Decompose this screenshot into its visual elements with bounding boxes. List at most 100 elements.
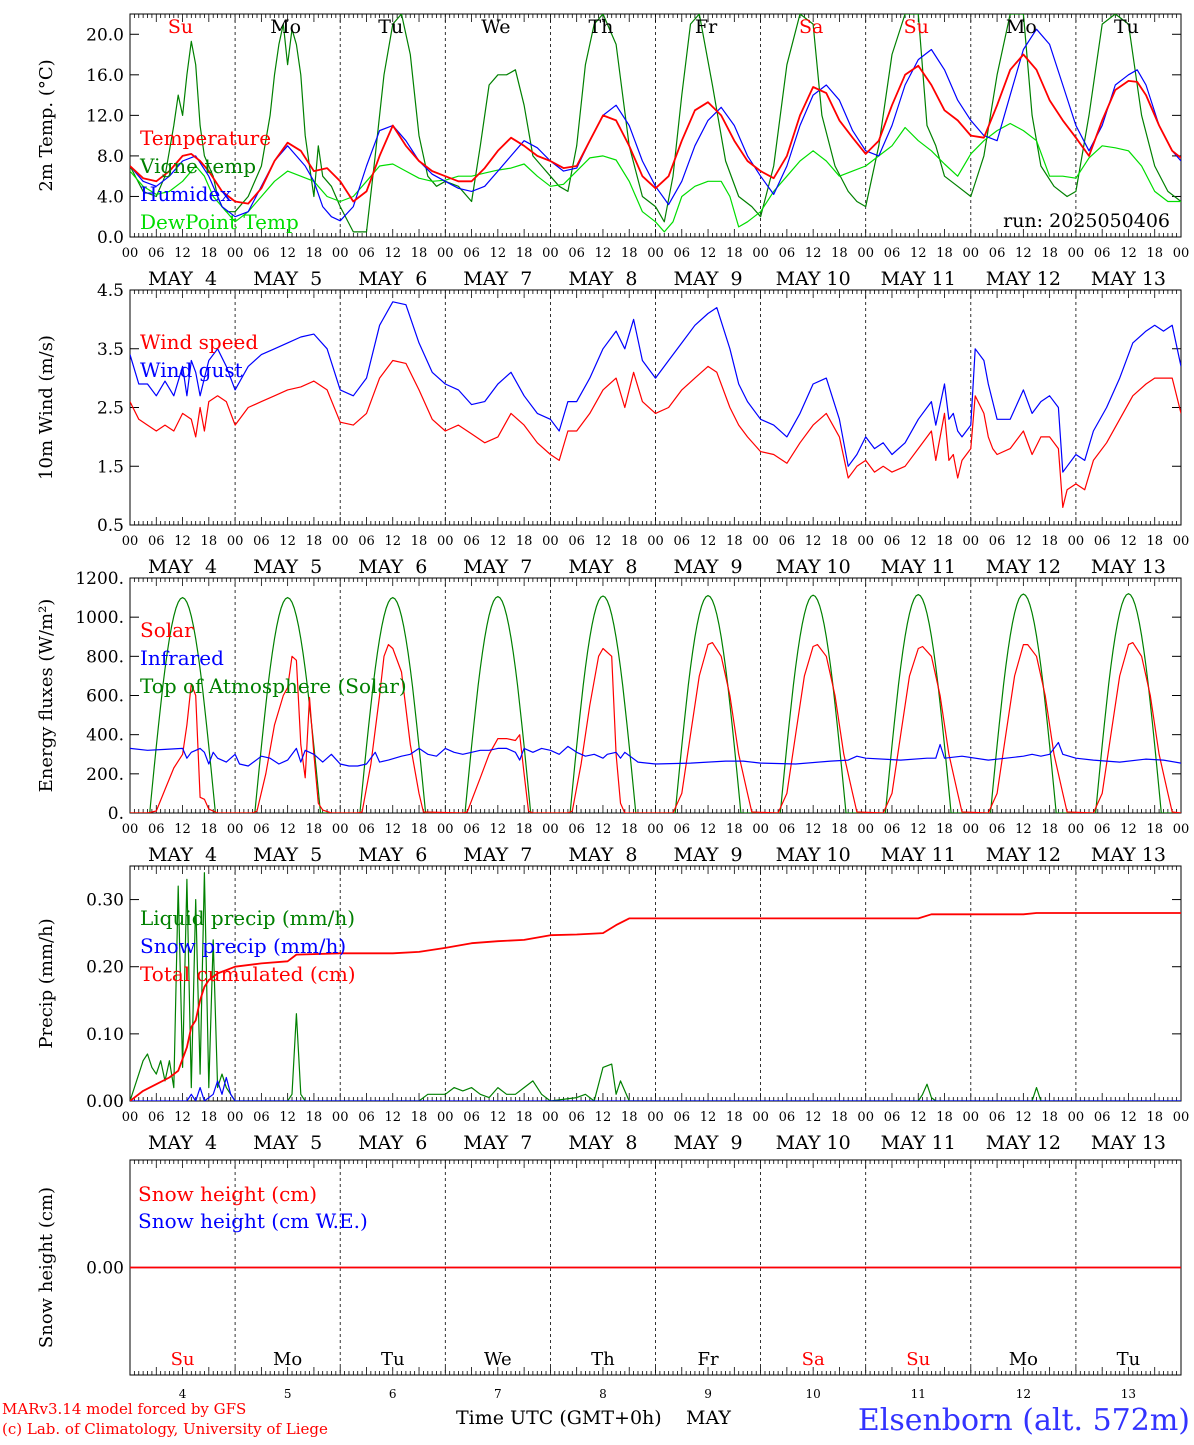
- hour-tick-label: 00: [332, 822, 349, 837]
- hour-tick-label: 00: [542, 1110, 559, 1125]
- hour-tick-label: 12: [910, 246, 927, 261]
- weekday-label-bottom: Mo: [1009, 1349, 1038, 1370]
- hour-tick-label: 00: [122, 1110, 139, 1125]
- panel-4: 0.00 0.10 0.20 0.30 Precip (mm/h) 00 06 12 18 00 0…: [36, 865, 1190, 1154]
- hour-tick-label: 18: [726, 1110, 743, 1125]
- series-line-vigne-temp: [130, 14, 1181, 233]
- date-label: MAY 6: [358, 1132, 427, 1154]
- hour-tick-label: 18: [1041, 246, 1058, 261]
- hour-tick-label: 06: [463, 534, 480, 549]
- hour-tick-label: 06: [148, 822, 165, 837]
- hour-tick-label: 06: [568, 534, 585, 549]
- hour-tick-label: 18: [201, 1110, 218, 1125]
- y-tick-label: 0.: [108, 804, 124, 824]
- hour-tick-label: 06: [1094, 1110, 1111, 1125]
- hour-tick-label: 12: [279, 1110, 296, 1125]
- day-number-label: 11: [911, 1387, 926, 1401]
- weekday-label-bottom: Sa: [802, 1349, 825, 1370]
- y-tick-label: 4.0: [97, 187, 124, 207]
- y-axis-label: Energy fluxes (W/m²): [36, 599, 57, 793]
- y-axis-label: 2m Temp. (°C): [36, 59, 57, 191]
- hour-tick-label: 18: [516, 246, 533, 261]
- hour-tick-label: 00: [752, 1110, 769, 1125]
- y-tick-label: 16.0: [86, 66, 124, 86]
- hour-tick-label: 12: [1015, 822, 1032, 837]
- hour-tick-label: 00: [122, 822, 139, 837]
- weekday-label-top: Mo: [270, 16, 301, 38]
- day-number-label: 6: [389, 1387, 397, 1401]
- panel-3: 0. 200. 400. 600. 800. 1000. 1200. Energy fluxe…: [36, 569, 1189, 866]
- hour-tick-label: 12: [490, 246, 507, 261]
- hour-tick-label: 06: [253, 1110, 270, 1125]
- series-group: [130, 593, 1181, 813]
- series-group: [130, 14, 1181, 233]
- date-label: MAY 12: [986, 844, 1061, 866]
- date-label: MAY 5: [253, 1132, 322, 1154]
- y-tick-label: 12.0: [86, 106, 124, 126]
- date-label: MAY 9: [673, 844, 742, 866]
- y-tick-label: 0.20: [86, 958, 124, 978]
- hour-tick-label: 12: [1015, 534, 1032, 549]
- hour-tick-label: 12: [279, 246, 296, 261]
- hour-tick-label: 00: [332, 534, 349, 549]
- hour-tick-label: 12: [595, 246, 612, 261]
- y-tick-label: 400.: [86, 726, 124, 746]
- hour-tick-label: 00: [647, 246, 664, 261]
- y-tick-label: 1200.: [75, 569, 124, 589]
- hour-tick-label: 12: [279, 822, 296, 837]
- date-label: MAY 10: [776, 844, 851, 866]
- hour-tick-label: 06: [568, 822, 585, 837]
- hour-tick-label: 00: [1173, 1110, 1190, 1125]
- series-line-total-cumulated-cm: [130, 912, 1181, 1101]
- hour-tick-label: 00: [963, 534, 980, 549]
- legend-entry: Total cumulated (cm): [140, 962, 356, 986]
- date-label: MAY 4: [148, 1132, 217, 1154]
- hour-tick-label: 00: [437, 246, 454, 261]
- date-label: MAY 5: [253, 844, 322, 866]
- weekday-label-top: Fr: [695, 16, 718, 38]
- weekday-label-top: Tu: [1114, 16, 1139, 38]
- legend-entry: Temperature: [140, 126, 271, 150]
- hour-tick-label: 18: [1146, 534, 1163, 549]
- hour-tick-label: 00: [437, 534, 454, 549]
- hour-tick-label: 00: [857, 1110, 874, 1125]
- hour-tick-label: 12: [700, 534, 717, 549]
- series-line-temperature: [130, 53, 1181, 205]
- hour-tick-label: 06: [674, 1110, 691, 1125]
- hour-tick-label: 06: [779, 246, 796, 261]
- hour-tick-label: 12: [490, 1110, 507, 1125]
- hour-tick-label: 00: [122, 534, 139, 549]
- y-axis-label: Snow height (cm): [36, 1187, 57, 1348]
- date-label: MAY 7: [463, 844, 532, 866]
- y-axis-label: Precip (mm/h): [36, 918, 57, 1048]
- weekday-label-bottom: Th: [591, 1349, 615, 1370]
- series-line-snow-precip-mm-h: [130, 1076, 1181, 1101]
- hour-tick-label: 12: [174, 246, 191, 261]
- x-axis-title: Time UTC (GMT+0h): [456, 1407, 662, 1429]
- hour-tick-label: 12: [490, 822, 507, 837]
- weekday-label-bottom: Tu: [1117, 1349, 1141, 1370]
- station-label: Elsenborn (alt. 572m): [858, 1403, 1190, 1438]
- weekday-label-top: Su: [904, 16, 929, 38]
- series-group: [130, 872, 1181, 1101]
- y-tick-label: 4.5: [97, 281, 124, 301]
- hour-tick-label: 00: [1068, 246, 1085, 261]
- date-label: MAY 12: [986, 1132, 1061, 1154]
- date-label: MAY 10: [776, 556, 851, 578]
- hour-tick-label: 00: [647, 1110, 664, 1125]
- hour-tick-label: 00: [963, 1110, 980, 1125]
- hour-tick-label: 12: [805, 822, 822, 837]
- weekday-label-top: We: [481, 16, 510, 38]
- weekday-label-top: Tu: [378, 16, 403, 38]
- hour-tick-label: 06: [779, 534, 796, 549]
- hour-tick-label: 06: [148, 1110, 165, 1125]
- hour-tick-label: 12: [805, 1110, 822, 1125]
- legend-entry: DewPoint Temp: [140, 210, 299, 234]
- hour-tick-label: 06: [989, 246, 1006, 261]
- date-label: MAY 9: [673, 1132, 742, 1154]
- y-tick-label: 1000.: [75, 608, 124, 628]
- hour-tick-label: 00: [857, 534, 874, 549]
- hour-tick-label: 18: [726, 822, 743, 837]
- hour-tick-label: 12: [279, 534, 296, 549]
